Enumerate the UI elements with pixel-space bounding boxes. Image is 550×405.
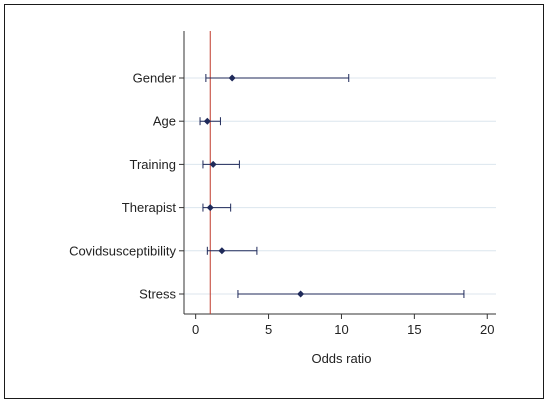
x-tick-label-5: 5 xyxy=(265,322,272,337)
point-training xyxy=(209,160,217,168)
y-tick-label-age: Age xyxy=(153,114,176,129)
point-therapist xyxy=(206,204,214,212)
forest-plot: 0 5 10 15 20 Gender Age Training Therapist Covid… xyxy=(69,31,496,366)
point-age xyxy=(203,117,211,125)
gridlines xyxy=(184,77,496,295)
x-tick-label-15: 15 xyxy=(407,322,421,337)
series-odds-ratios xyxy=(199,74,465,298)
point-stress xyxy=(297,290,305,298)
chart-frame: 0 5 10 15 20 Gender Age Training Therapist Covid… xyxy=(4,4,544,399)
y-tick-label-gender: Gender xyxy=(133,71,177,86)
y-tick-label-training: Training xyxy=(130,157,176,172)
point-gender xyxy=(228,74,236,82)
y-tick-label-covidsusceptibility: Covidsusceptibility xyxy=(69,243,176,258)
y-tick-label-stress: Stress xyxy=(139,287,176,302)
x-tick-label-0: 0 xyxy=(192,322,199,337)
y-axis-ticks: Gender Age Training Therapist Covidsusceptib… xyxy=(69,71,184,302)
x-axis-title: Odds ratio xyxy=(311,351,371,366)
x-axis-ticks: 0 5 10 15 20 xyxy=(192,314,494,337)
x-tick-label-10: 10 xyxy=(334,322,348,337)
y-tick-label-therapist: Therapist xyxy=(122,200,177,215)
point-covidsusceptibility xyxy=(218,247,226,255)
x-tick-label-20: 20 xyxy=(480,322,494,337)
